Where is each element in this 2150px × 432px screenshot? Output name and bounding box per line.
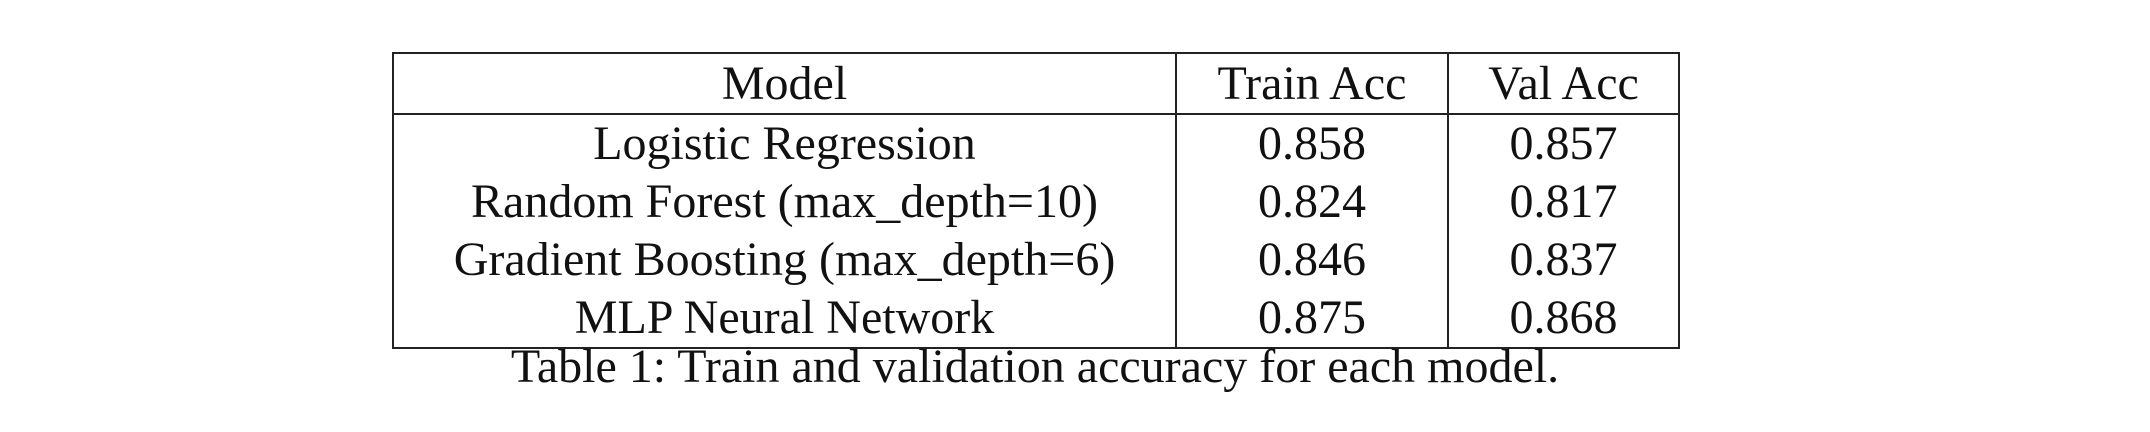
table-row: MLP Neural Network 0.875 0.868	[393, 289, 1679, 348]
cell-model: Gradient Boosting (max_depth=6)	[453, 233, 1116, 286]
cell-val-acc: 0.837	[1447, 231, 1679, 289]
table-row: Random Forest (max_depth=10) 0.824 0.817	[393, 173, 1679, 231]
table-row: Logistic Regression 0.858 0.857	[393, 114, 1679, 173]
cell-model: MLP Neural Network	[574, 291, 995, 344]
table-header: Model Train Acc Val Acc	[393, 53, 1679, 115]
table-row: Gradient Boosting (max_depth=6) 0.846 0.…	[393, 231, 1679, 289]
header-model: Model	[393, 53, 1176, 115]
header-row: Model Train Acc Val Acc	[393, 53, 1679, 115]
cell-val-acc: 0.868	[1447, 289, 1679, 348]
cell-train-acc: 0.846	[1175, 231, 1448, 289]
results-table-container: Model Train Acc Val Acc Logistic Regress…	[392, 52, 1680, 349]
results-table: Model Train Acc Val Acc Logistic Regress…	[392, 52, 1680, 349]
header-val-acc: Val Acc	[1447, 53, 1679, 115]
table-caption: Table 1: Train and validation accuracy f…	[510, 340, 1560, 393]
cell-train-acc: 0.824	[1175, 173, 1448, 231]
cell-val-acc: 0.817	[1447, 173, 1679, 231]
cell-model: Logistic Regression	[593, 117, 976, 170]
cell-model: Random Forest (max_depth=10)	[471, 175, 1098, 228]
cell-val-acc: 0.857	[1447, 114, 1679, 173]
cell-train-acc: 0.858	[1175, 114, 1448, 173]
cell-train-acc: 0.875	[1175, 289, 1448, 348]
header-train-acc: Train Acc	[1175, 53, 1448, 115]
table-body: Logistic Regression 0.858 0.857 Random F…	[393, 114, 1679, 348]
